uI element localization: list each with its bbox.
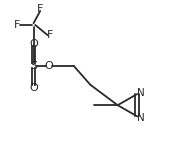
Text: F: F — [14, 20, 20, 30]
Text: O: O — [44, 61, 53, 71]
Text: F: F — [47, 30, 53, 40]
Text: N: N — [137, 113, 145, 123]
Text: O: O — [29, 39, 38, 49]
Text: F: F — [37, 4, 44, 14]
Text: S: S — [30, 61, 37, 71]
Text: O: O — [29, 83, 38, 93]
Text: N: N — [137, 88, 145, 98]
